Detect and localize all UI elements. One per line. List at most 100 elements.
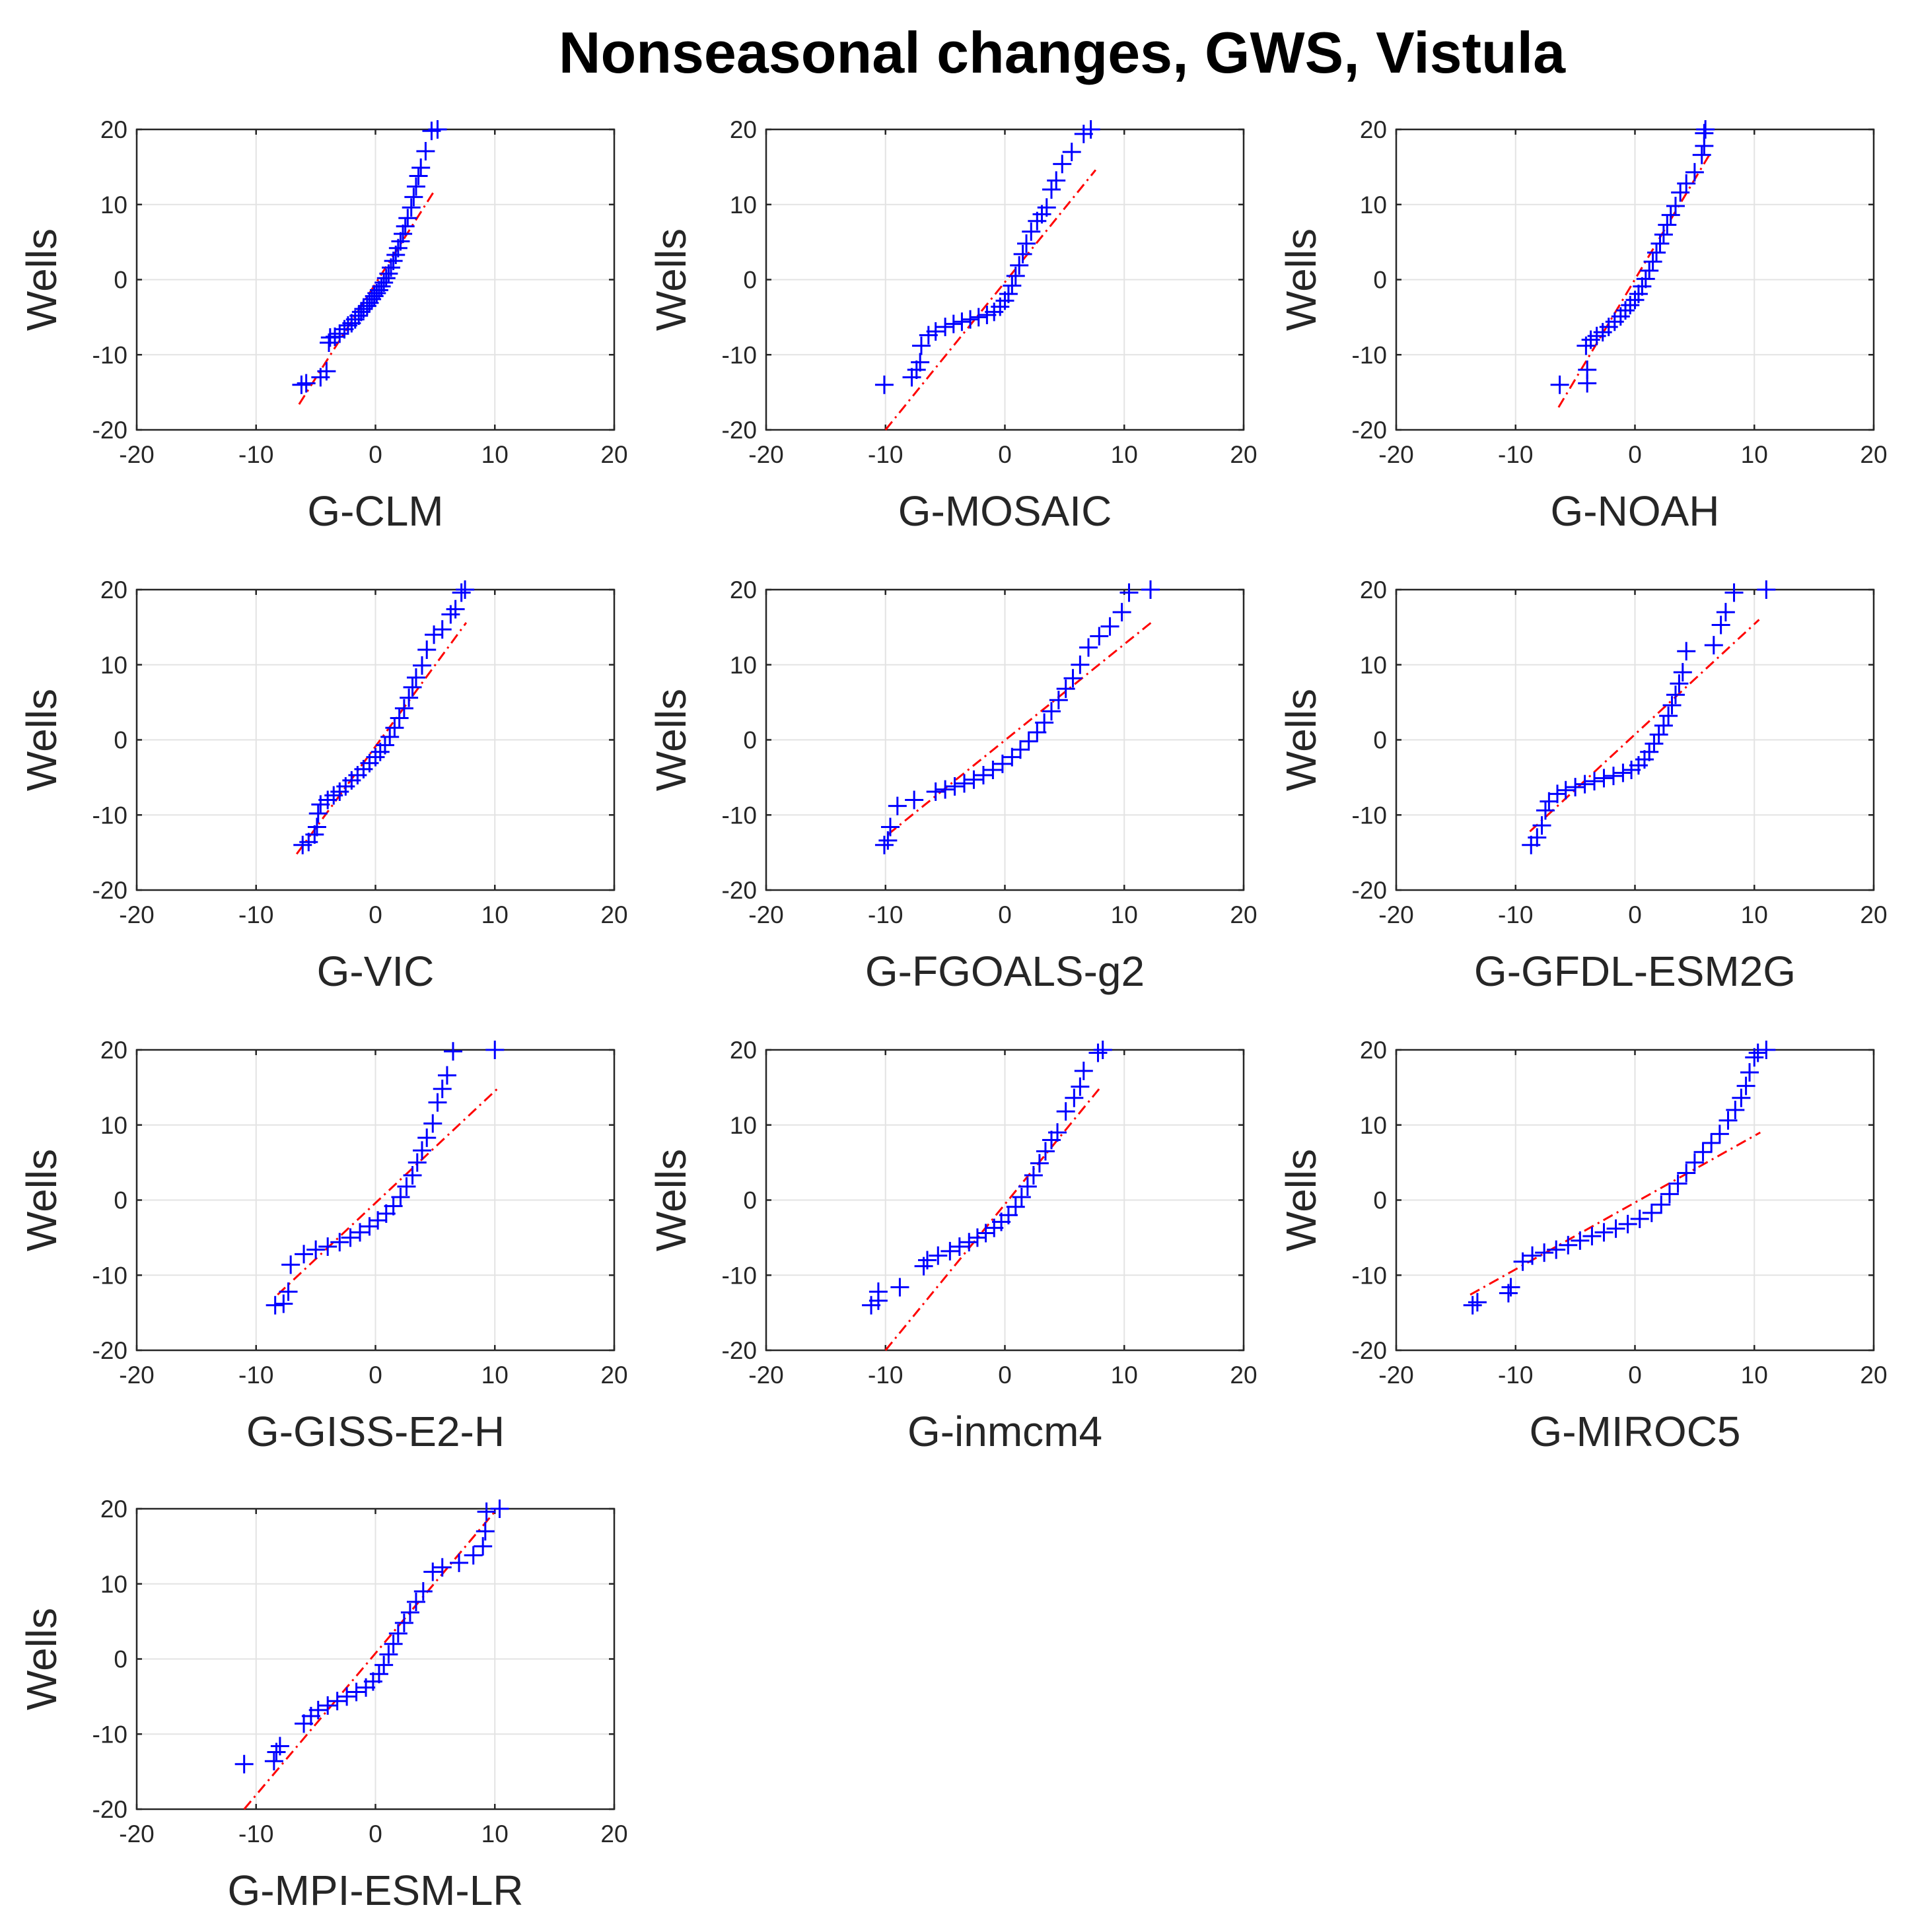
subplot-G-NOAH: -20 -10 0 10 20 20 10 0 -10 -20 G-NOAH Wells bbox=[1277, 116, 1888, 535]
subplot-G-CLM: -20 -10 0 10 20 20 10 0 -10 -20 G-CLM Wells bbox=[18, 116, 628, 535]
data-point bbox=[400, 688, 419, 707]
data-point bbox=[464, 1546, 483, 1565]
reference-line bbox=[298, 189, 437, 405]
data-point bbox=[905, 790, 924, 810]
y-tick-label: 20 bbox=[100, 576, 127, 604]
data-point bbox=[394, 1613, 413, 1632]
data-point bbox=[295, 1714, 314, 1733]
data-point bbox=[1536, 801, 1555, 820]
data-point bbox=[1693, 1142, 1713, 1161]
data-point bbox=[1732, 1088, 1751, 1107]
data-point bbox=[1640, 742, 1659, 761]
data-point bbox=[397, 1177, 416, 1196]
x-tick-label: -20 bbox=[119, 1362, 154, 1389]
x-tick-label: 10 bbox=[481, 1820, 509, 1847]
y-tick-label: -20 bbox=[92, 1796, 127, 1823]
data-point bbox=[1649, 725, 1668, 744]
x-tick-label: -20 bbox=[119, 441, 154, 468]
data-point bbox=[926, 782, 945, 801]
data-point bbox=[417, 640, 437, 659]
data-point bbox=[406, 1593, 425, 1612]
data-point bbox=[945, 777, 964, 796]
data-point bbox=[1463, 1295, 1482, 1315]
x-tick-label: 10 bbox=[1741, 441, 1768, 468]
data-point bbox=[940, 1241, 960, 1260]
data-point bbox=[1677, 174, 1696, 193]
data-point bbox=[1028, 723, 1047, 742]
x-tick-label: -20 bbox=[1378, 1362, 1413, 1389]
y-tick-label: 0 bbox=[743, 1187, 757, 1214]
x-tick-label: 0 bbox=[998, 1362, 1012, 1389]
data-point bbox=[1501, 1278, 1520, 1297]
data-point bbox=[1018, 1177, 1037, 1196]
data-point bbox=[1088, 1043, 1108, 1062]
reference-line bbox=[1557, 153, 1711, 408]
y-tick-label: 20 bbox=[1360, 116, 1387, 143]
data-point bbox=[890, 1278, 909, 1297]
data-point bbox=[341, 1228, 360, 1247]
data-point bbox=[328, 1692, 347, 1711]
x-tick-label: -10 bbox=[868, 1362, 903, 1389]
data-point bbox=[1547, 1240, 1566, 1259]
data-point bbox=[878, 831, 898, 850]
subplot-G-GFDL-ESM2G: -20 -10 0 10 20 20 10 0 -10 -20 G-GFDL-ESM2G Wells bbox=[1277, 576, 1888, 995]
data-point bbox=[1666, 685, 1685, 705]
subplot-G-VIC: -20 -10 0 10 20 20 10 0 -10 -20 G-VIC Wells bbox=[18, 576, 628, 995]
y-tick-label: -10 bbox=[722, 341, 757, 368]
data-point bbox=[1635, 750, 1654, 769]
data-point bbox=[993, 754, 1012, 773]
data-point bbox=[1012, 1187, 1031, 1206]
data-point bbox=[1063, 669, 1082, 688]
data-point bbox=[351, 1223, 370, 1242]
subplot-G-MOSAIC: -20 -10 0 10 20 20 10 0 -10 -20 G-MOSAIC Wells bbox=[647, 116, 1258, 535]
x-axis-label: G-MOSAIC bbox=[898, 487, 1112, 535]
data-point bbox=[999, 285, 1018, 304]
data-point bbox=[1071, 655, 1090, 674]
data-point bbox=[1100, 617, 1119, 636]
data-point bbox=[456, 580, 475, 599]
data-point bbox=[1633, 277, 1652, 296]
x-tick-label: 10 bbox=[481, 1362, 509, 1389]
x-tick-label: 10 bbox=[481, 441, 509, 468]
subplot-grid: -20 -10 0 10 20 20 10 0 -10 -20 G-CLM Wells -20 -10 0 1… bbox=[18, 116, 1888, 1914]
data-point bbox=[1745, 1048, 1764, 1067]
data-point bbox=[1548, 784, 1567, 804]
y-tick-label: 0 bbox=[1373, 727, 1387, 754]
data-point bbox=[1065, 1088, 1084, 1107]
data-point bbox=[406, 177, 425, 196]
y-tick-label: -20 bbox=[92, 877, 127, 904]
data-point bbox=[1636, 269, 1655, 289]
x-tick-label: 20 bbox=[600, 441, 627, 468]
data-point bbox=[1659, 707, 1678, 726]
data-point bbox=[936, 318, 955, 337]
data-point bbox=[1048, 1123, 1067, 1142]
subplot-G-MIROC5: -20 -10 0 10 20 20 10 0 -10 -20 G-MIROC5 Wells bbox=[1277, 1037, 1888, 1455]
x-tick-label: -10 bbox=[238, 1820, 273, 1847]
data-point bbox=[384, 1634, 403, 1653]
data-point bbox=[1559, 1235, 1578, 1255]
data-point bbox=[416, 141, 435, 160]
x-axis-label: G-GISS-E2-H bbox=[246, 1408, 505, 1455]
x-tick-label: 20 bbox=[1860, 1362, 1887, 1389]
data-point bbox=[1036, 1142, 1055, 1161]
x-axis-label: G-inmcm4 bbox=[907, 1408, 1102, 1455]
y-tick-label: 10 bbox=[730, 1112, 757, 1139]
x-tick-label: 10 bbox=[1741, 901, 1768, 928]
reference-line bbox=[1529, 619, 1760, 833]
x-tick-label: 20 bbox=[1230, 901, 1257, 928]
data-point bbox=[977, 305, 997, 324]
data-point bbox=[1079, 638, 1098, 657]
data-point bbox=[308, 1700, 328, 1719]
data-point bbox=[330, 324, 349, 343]
x-tick-label: 10 bbox=[1111, 441, 1138, 468]
x-tick-label: -20 bbox=[1378, 901, 1413, 928]
data-point bbox=[1019, 732, 1038, 751]
y-tick-label: 0 bbox=[114, 1187, 127, 1214]
data-point bbox=[375, 736, 394, 755]
x-tick-label: 0 bbox=[998, 441, 1012, 468]
y-tick-label: 0 bbox=[114, 727, 127, 754]
data-point bbox=[394, 699, 413, 718]
data-point bbox=[1692, 145, 1711, 164]
y-tick-label: 20 bbox=[730, 1037, 757, 1064]
data-point bbox=[1643, 252, 1662, 271]
